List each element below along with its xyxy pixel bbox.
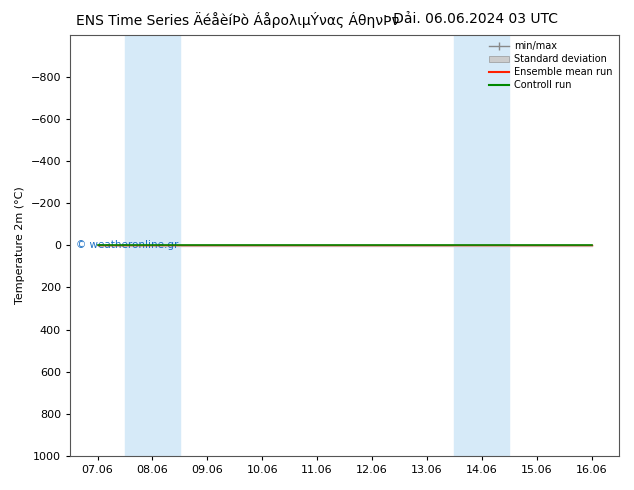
Bar <box>455 35 509 456</box>
Text: Đải. 06.06.2024 03 UTC: Đải. 06.06.2024 03 UTC <box>393 12 558 26</box>
Legend: min/max, Standard deviation, Ensemble mean run, Controll run: min/max, Standard deviation, Ensemble me… <box>486 38 616 94</box>
Bar <box>125 35 180 456</box>
Y-axis label: Temperature 2m (°C): Temperature 2m (°C) <box>15 186 25 304</box>
Text: © weatheronline.gr: © weatheronline.gr <box>75 240 178 250</box>
Text: ENS Time Series ÄéåèíÞò ÁåρολιμÝνας ÁθηνÞν: ENS Time Series ÄéåèíÞò ÁåρολιμÝνας Áθην… <box>76 12 399 28</box>
